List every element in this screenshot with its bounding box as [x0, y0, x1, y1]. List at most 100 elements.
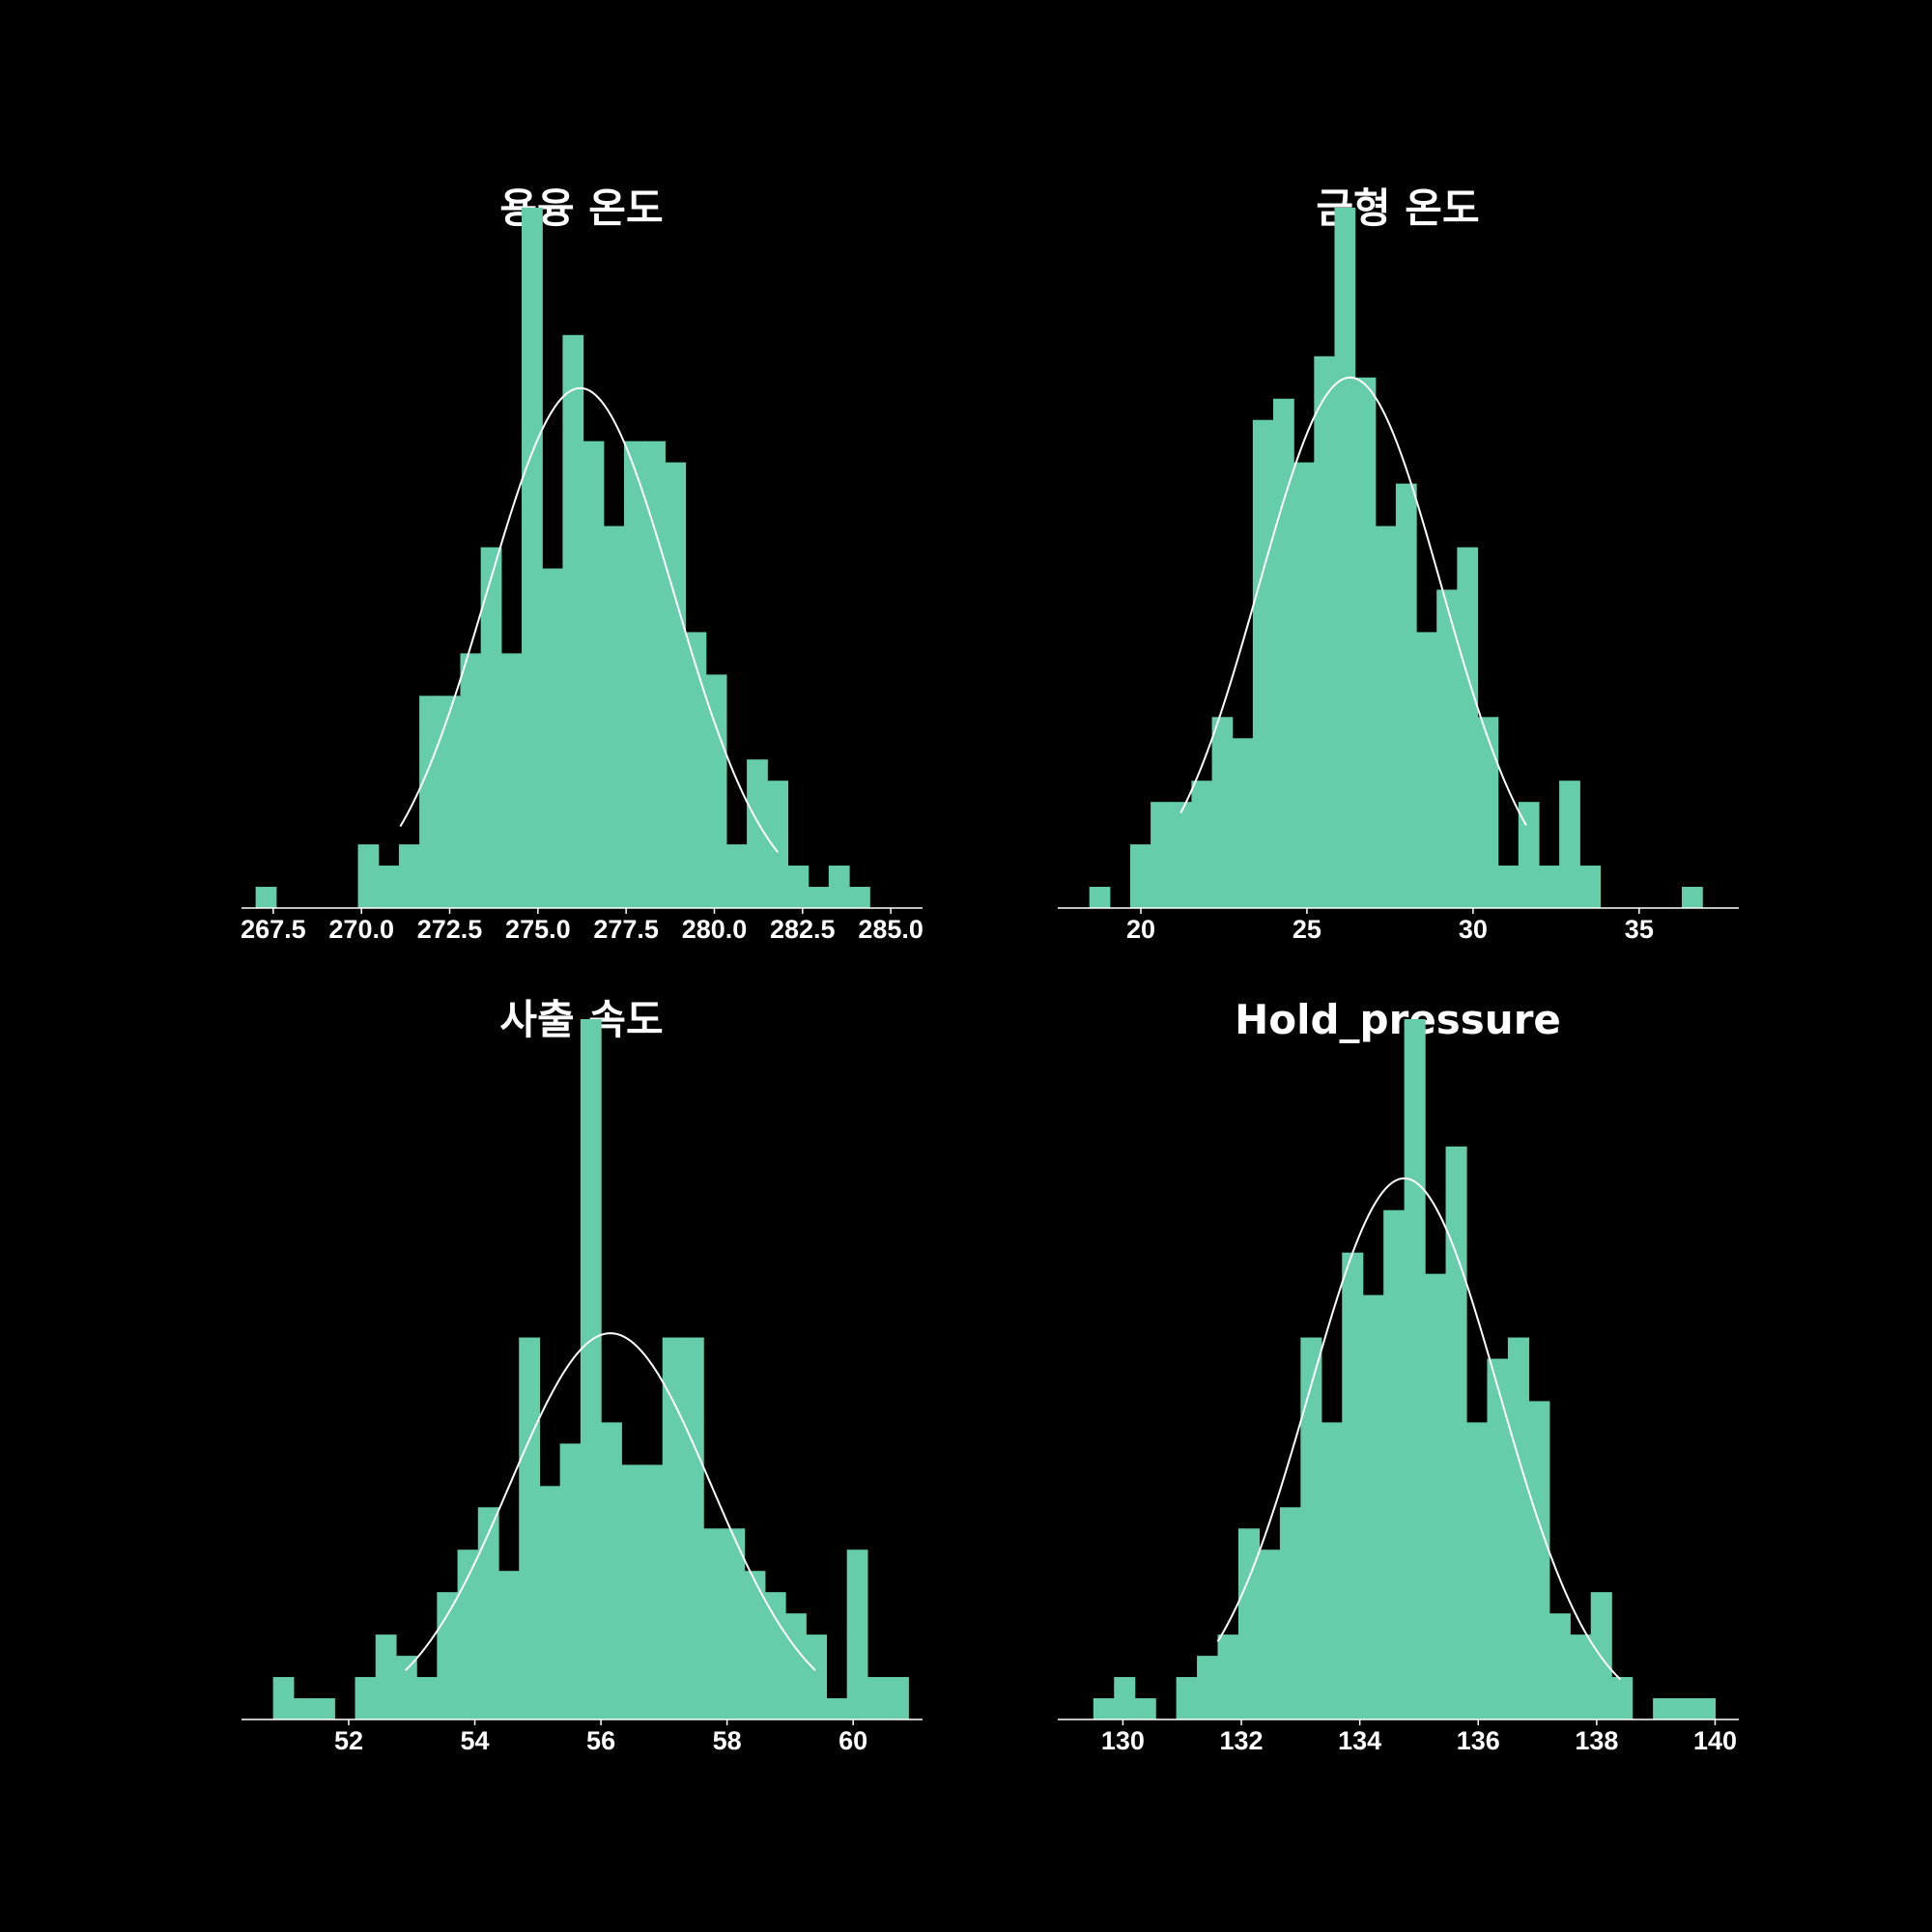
histogram-bar	[1579, 866, 1602, 908]
histogram-bar	[785, 1613, 807, 1719]
x-tick-label: 270.0	[328, 915, 394, 944]
histogram-bar	[867, 1677, 889, 1719]
histogram-bar	[562, 334, 584, 908]
histogram-bar	[1273, 398, 1294, 909]
histogram-bar	[682, 1337, 704, 1719]
x-tick-label: 132	[1220, 1726, 1264, 1755]
histogram-bar	[378, 866, 400, 908]
histogram-bar	[519, 1337, 541, 1719]
histogram-bar	[440, 696, 462, 908]
histogram-bar	[1445, 1146, 1467, 1719]
histogram-bar	[705, 674, 727, 908]
histogram-bar	[498, 1571, 520, 1719]
histogram-bar	[1548, 1613, 1571, 1719]
histogram-bar	[357, 844, 380, 908]
histogram-bar	[1354, 377, 1377, 908]
normal-fit-curve	[1179, 376, 1527, 826]
histogram-bar	[1507, 1337, 1529, 1719]
histogram-bar	[826, 1698, 848, 1719]
histogram-bar	[437, 1592, 459, 1719]
normal-fit-curve	[405, 1332, 816, 1671]
histogram-bar	[1334, 208, 1356, 908]
histogram-bar	[621, 1464, 643, 1719]
histogram-bar	[1197, 1656, 1219, 1719]
histogram-bar	[1300, 1337, 1322, 1719]
histogram-bar	[1477, 717, 1499, 908]
histogram-bar	[846, 1549, 868, 1719]
x-tick-label: 267.5	[241, 915, 306, 944]
histogram-bar	[1487, 1358, 1509, 1719]
histogram-bar	[808, 887, 830, 908]
normal-fit-curve	[1216, 1177, 1622, 1681]
histogram-bar	[1425, 1273, 1447, 1719]
histogram-bar	[1232, 738, 1254, 908]
histogram-bar	[314, 1698, 335, 1719]
chart-injection-speed: 사출 속도 52 54 56 58 60	[242, 996, 923, 1755]
histogram-bar	[457, 1549, 479, 1719]
histogram-bar	[416, 1677, 438, 1719]
x-tick-label: 130	[1101, 1726, 1145, 1755]
histogram-bar	[522, 208, 543, 908]
histogram-bar	[703, 1528, 724, 1719]
histogram-bar	[1211, 717, 1234, 908]
histogram-bar	[1293, 462, 1315, 908]
histogram-bar	[398, 844, 420, 908]
histogram-bar	[1559, 781, 1580, 908]
histogram-bar	[582, 440, 605, 908]
histogram-bar	[828, 866, 850, 908]
histogram-bar	[1682, 887, 1703, 908]
chart-mold-temperature: 금형 온도 20 25 30 35	[1058, 185, 1739, 944]
x-tick-label: 52	[334, 1726, 363, 1755]
histogram-bar	[375, 1634, 397, 1719]
histogram-bar	[685, 632, 707, 908]
histogram-bar	[1089, 887, 1111, 908]
histogram-bar	[1321, 1422, 1343, 1719]
histogram-bar	[1673, 1698, 1695, 1719]
histogram-bar	[395, 1656, 417, 1719]
histogram-bar	[764, 1592, 786, 1719]
x-tick-label: 285.0	[858, 915, 923, 944]
histogram-bar	[1093, 1698, 1115, 1719]
x-tick-label: 136	[1457, 1726, 1500, 1755]
histogram-bar	[272, 1677, 295, 1719]
histogram-bar	[806, 1634, 828, 1719]
histogram-bar	[480, 547, 502, 908]
chart-title: Hold_pressure	[1235, 996, 1561, 1043]
histogram-bar	[724, 1528, 746, 1719]
histogram-bar	[1191, 781, 1213, 908]
histogram-bar	[665, 462, 687, 908]
histogram-bar	[1466, 1422, 1489, 1719]
histogram-bar	[623, 440, 645, 908]
x-tick-label: 277.5	[593, 915, 659, 944]
histogram-bar	[477, 1507, 499, 1719]
histogram-bar	[1279, 1507, 1301, 1719]
x-tick-label: 275.0	[505, 915, 571, 944]
histogram-bar	[1114, 1677, 1136, 1719]
histogram-bar	[1416, 632, 1437, 908]
histogram-bar	[419, 696, 440, 908]
histogram-bar	[1375, 526, 1397, 908]
histogram-bar	[1457, 547, 1479, 908]
x-tick-label: 140	[1693, 1726, 1737, 1755]
histogram-bar	[255, 887, 277, 908]
histogram-bar	[1570, 1634, 1592, 1719]
histogram-bar	[1436, 589, 1458, 908]
histogram-bar	[293, 1698, 315, 1719]
histogram-bar	[1237, 1528, 1261, 1719]
histogram-bar	[849, 887, 870, 908]
histogram-bar	[539, 1486, 561, 1719]
x-tick-label: 280.0	[682, 915, 748, 944]
x-tick-label: 272.5	[417, 915, 483, 944]
histogram-bar	[580, 1019, 602, 1719]
normal-fit-curve	[399, 386, 780, 853]
histogram-bar	[559, 1443, 582, 1719]
histogram-bar	[1653, 1698, 1675, 1719]
histogram-bar	[1171, 802, 1193, 908]
x-tick-label: 56	[586, 1726, 615, 1755]
x-tick-label: 54	[461, 1726, 490, 1755]
histogram-bar	[1217, 1634, 1239, 1719]
chart-hold-pressure: Hold_pressure 130 132 134 136 138 140	[1058, 996, 1739, 1755]
histogram-bar	[644, 440, 666, 908]
histogram-bar	[1395, 483, 1417, 908]
